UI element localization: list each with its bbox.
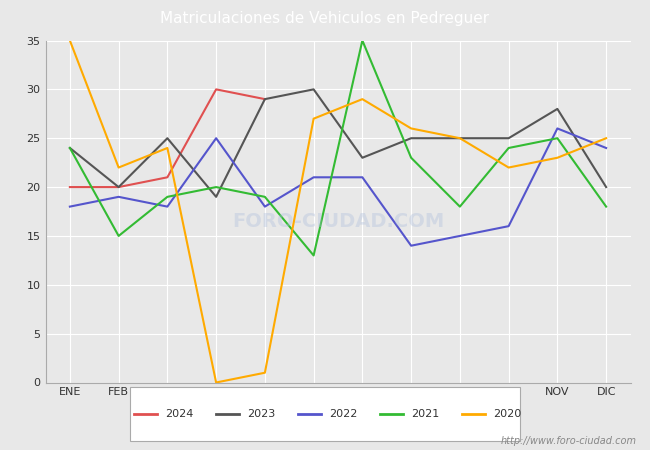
Text: 2020: 2020 <box>493 409 521 419</box>
FancyBboxPatch shape <box>130 387 520 441</box>
Text: http://www.foro-ciudad.com: http://www.foro-ciudad.com <box>501 436 637 446</box>
Text: 2024: 2024 <box>165 409 194 419</box>
Text: FORO-CIUDAD.COM: FORO-CIUDAD.COM <box>232 212 444 231</box>
Text: Matriculaciones de Vehiculos en Pedreguer: Matriculaciones de Vehiculos en Pedregue… <box>161 10 489 26</box>
Text: 2023: 2023 <box>247 409 275 419</box>
Text: 2022: 2022 <box>329 409 358 419</box>
Text: 2021: 2021 <box>411 409 439 419</box>
